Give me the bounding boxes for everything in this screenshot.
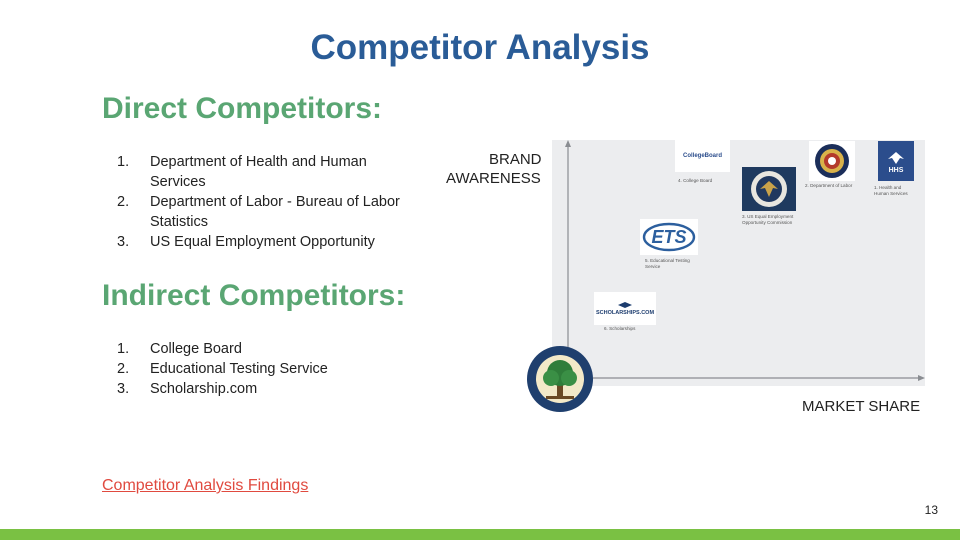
list-item: 1. Department of Health and Human Service…: [117, 154, 367, 190]
collegeboard-logo: CollegeBoard: [675, 140, 730, 172]
list-item: 1. College Board: [117, 341, 242, 357]
competitor-analysis-findings-link[interactable]: Competitor Analysis Findings: [102, 477, 309, 494]
caption-ets: 5. Educational Testing Service: [645, 258, 690, 269]
department-of-education-seal-icon: [526, 345, 594, 413]
list-item: 3. Scholarship.com: [117, 381, 258, 397]
y-axis-label-line1: BRAND: [489, 151, 542, 168]
hhs-logo: HHS: [878, 141, 914, 181]
bottom-accent-bar: [0, 529, 960, 540]
list-item: 2. Department of Labor - Bureau of Labor …: [117, 194, 400, 230]
positioning-map: CollegeBoard 4. College Board 2. Departm…: [552, 140, 925, 386]
indirect-competitors-heading: Indirect Competitors:: [102, 279, 406, 312]
list-item: 2. Educational Testing Service: [117, 361, 328, 377]
direct-competitors-heading: Direct Competitors:: [102, 92, 383, 125]
scholarships-logo: SCHOLARSHIPS.COM: [594, 292, 656, 325]
department-of-labor-seal-icon: [809, 141, 855, 181]
caption-labor: 2. Department of Labor: [805, 183, 853, 188]
slide-title: Competitor Analysis: [310, 28, 650, 67]
graduation-cap-icon: [618, 301, 632, 308]
caption-collegeboard: 4. College Board: [678, 178, 713, 183]
eeoc-seal-icon: [742, 167, 796, 211]
direct-competitors-list: 1. Department of Health and Human Service…: [117, 152, 420, 252]
caption-scholarships: 6. Scholarships: [604, 326, 636, 331]
caption-hhs: 1. Health and Human Services: [874, 185, 908, 196]
caption-eeoc: 3. US Equal Employment Opportunity Commi…: [742, 214, 794, 225]
y-axis-label-line2: AWARENESS: [446, 170, 541, 187]
indirect-competitors-list: 1. College Board 2. Educational Testing Se…: [117, 339, 420, 399]
hhs-eagle-icon: [888, 151, 904, 164]
x-axis-label: MARKET SHARE: [802, 398, 921, 415]
axes: [565, 140, 925, 381]
page-number: 13: [924, 503, 938, 517]
list-item: 3. US Equal Employment Opportunity: [117, 234, 375, 250]
ets-logo: ETS: [640, 219, 698, 255]
